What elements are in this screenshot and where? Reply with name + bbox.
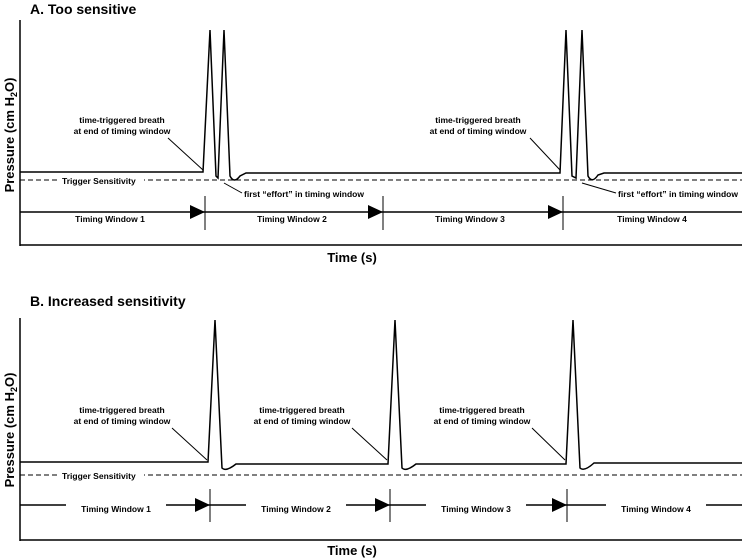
annotation: time-triggered breath — [79, 115, 165, 125]
label-bg — [246, 504, 346, 511]
window-ticks — [204, 196, 564, 230]
text-part: O) — [2, 373, 17, 387]
timing-window: Timing Window 1 — [75, 214, 145, 224]
leader — [171, 427, 208, 461]
annotation: time-triggered breath — [435, 115, 521, 125]
arrowheads — [190, 205, 563, 219]
text-part: 2 — [9, 92, 19, 97]
arrowheads — [195, 498, 567, 512]
leader — [223, 182, 243, 194]
label-bg — [606, 504, 706, 511]
text-part: O) — [2, 78, 17, 92]
effort-annotation: first “effort” in timing window — [618, 189, 738, 199]
label-bg — [426, 504, 526, 511]
panel-title: B. Increased sensitivity — [30, 293, 186, 309]
x-axis-label: Time (s) — [327, 543, 377, 558]
label-bg — [66, 504, 166, 511]
effort-annotation: first “effort” in timing window — [244, 189, 364, 199]
leader — [581, 182, 617, 194]
annotation: time-triggered breath — [79, 405, 165, 415]
leader — [529, 137, 561, 171]
pressure-waveform — [20, 319, 742, 471]
text-part: 2 — [9, 387, 19, 392]
y-axis-label: Pressure (cm H2O) — [2, 373, 19, 488]
label-bg — [60, 176, 144, 185]
timing-window: Timing Window 3 — [441, 504, 511, 514]
timing-window: Timing Window 3 — [435, 214, 505, 224]
leader — [167, 137, 204, 171]
text-part: Pressure (cm H — [2, 392, 17, 487]
leader — [351, 427, 388, 461]
timing-window: Timing Window 2 — [257, 214, 327, 224]
trigger-label: Trigger Sensitivity — [62, 471, 136, 481]
annotation: at end of timing window — [74, 416, 171, 426]
annotation: time-triggered breath — [259, 405, 345, 415]
timing-window: Timing Window 4 — [617, 214, 687, 224]
annotation: at end of timing window — [430, 126, 527, 136]
x-axis-label: Time (s) — [327, 250, 377, 265]
y-axis-label: Pressure (cm H2O) — [2, 78, 19, 193]
timing-window: Timing Window 4 — [621, 504, 691, 514]
text-part: Pressure (cm H — [2, 97, 17, 192]
annotation: at end of timing window — [74, 126, 171, 136]
panel-b: B. Increased sensitivity Time (s) Pressu… — [2, 293, 742, 558]
trigger-label: Trigger Sensitivity — [62, 176, 136, 186]
annotation: at end of timing window — [434, 416, 531, 426]
leader — [531, 427, 566, 461]
panel-a: A. Too sensitive Time (s) Pressure (cm H… — [2, 1, 742, 265]
timing-window: Timing Window 2 — [261, 504, 331, 514]
window-ticks — [209, 489, 568, 522]
label-bg — [60, 471, 144, 480]
pressure-waveform — [20, 29, 742, 181]
annotation: time-triggered breath — [439, 405, 525, 415]
panel-title: A. Too sensitive — [30, 1, 137, 17]
timing-window: Timing Window 1 — [81, 504, 151, 514]
annotation: at end of timing window — [254, 416, 351, 426]
